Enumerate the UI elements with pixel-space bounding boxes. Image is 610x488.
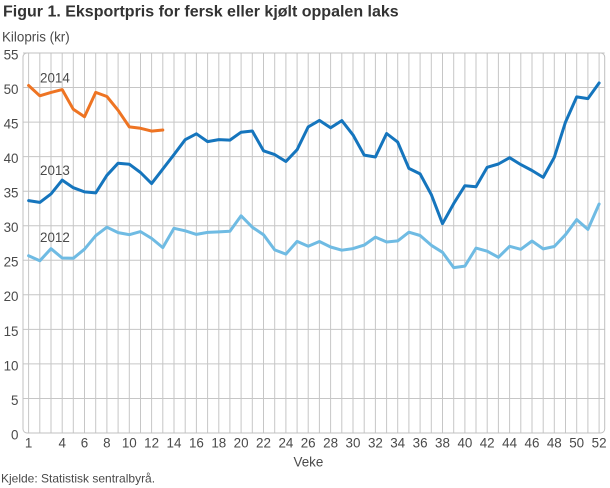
svg-text:52: 52	[592, 436, 607, 451]
svg-text:20: 20	[4, 289, 19, 304]
svg-text:40: 40	[4, 151, 19, 166]
svg-text:Kjelde: Statistisk sentralbyrå: Kjelde: Statistisk sentralbyrå.	[1, 471, 155, 485]
svg-text:32: 32	[368, 436, 383, 451]
svg-text:30: 30	[346, 436, 361, 451]
svg-text:10: 10	[4, 358, 19, 373]
svg-text:10: 10	[122, 436, 137, 451]
svg-text:35: 35	[4, 186, 19, 201]
svg-text:50: 50	[4, 82, 19, 97]
svg-text:Figur 1. Eksportpris for fersk: Figur 1. Eksportpris for fersk eller kjø…	[3, 4, 399, 21]
svg-text:36: 36	[413, 436, 428, 451]
svg-text:24: 24	[278, 436, 293, 451]
svg-text:40: 40	[457, 436, 472, 451]
svg-text:48: 48	[547, 436, 562, 451]
svg-text:5: 5	[11, 393, 18, 408]
svg-text:0: 0	[11, 427, 18, 442]
svg-text:16: 16	[189, 436, 204, 451]
svg-text:2012: 2012	[40, 230, 70, 245]
svg-text:25: 25	[4, 255, 19, 270]
svg-text:14: 14	[167, 436, 182, 451]
svg-text:4: 4	[58, 436, 66, 451]
svg-text:Veke: Veke	[294, 455, 324, 470]
svg-text:8: 8	[103, 436, 110, 451]
svg-text:46: 46	[525, 436, 540, 451]
svg-text:12: 12	[144, 436, 159, 451]
svg-text:20: 20	[234, 436, 249, 451]
svg-text:1: 1	[25, 436, 32, 451]
svg-text:42: 42	[480, 436, 495, 451]
svg-text:44: 44	[502, 436, 517, 451]
svg-text:45: 45	[4, 117, 19, 132]
svg-text:Kilopris (kr): Kilopris (kr)	[2, 29, 70, 44]
svg-text:2013: 2013	[40, 163, 70, 178]
svg-text:30: 30	[4, 220, 19, 235]
svg-text:2014: 2014	[40, 71, 70, 86]
svg-text:50: 50	[569, 436, 584, 451]
svg-text:15: 15	[4, 324, 19, 339]
svg-text:26: 26	[301, 436, 316, 451]
svg-text:34: 34	[390, 436, 405, 451]
svg-text:18: 18	[211, 436, 226, 451]
svg-text:38: 38	[435, 436, 450, 451]
svg-text:28: 28	[323, 436, 338, 451]
svg-text:6: 6	[81, 436, 88, 451]
svg-text:22: 22	[256, 436, 271, 451]
svg-text:55: 55	[4, 47, 19, 62]
